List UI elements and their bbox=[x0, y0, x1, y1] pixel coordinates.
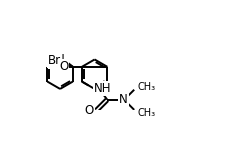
Text: CH₃: CH₃ bbox=[137, 108, 155, 118]
Text: N: N bbox=[119, 93, 128, 106]
Text: CH₃: CH₃ bbox=[137, 82, 155, 92]
Text: NH: NH bbox=[93, 82, 111, 95]
Text: Br: Br bbox=[48, 54, 61, 67]
Text: O: O bbox=[85, 104, 94, 117]
Text: O: O bbox=[59, 60, 68, 73]
Text: N: N bbox=[56, 53, 65, 66]
